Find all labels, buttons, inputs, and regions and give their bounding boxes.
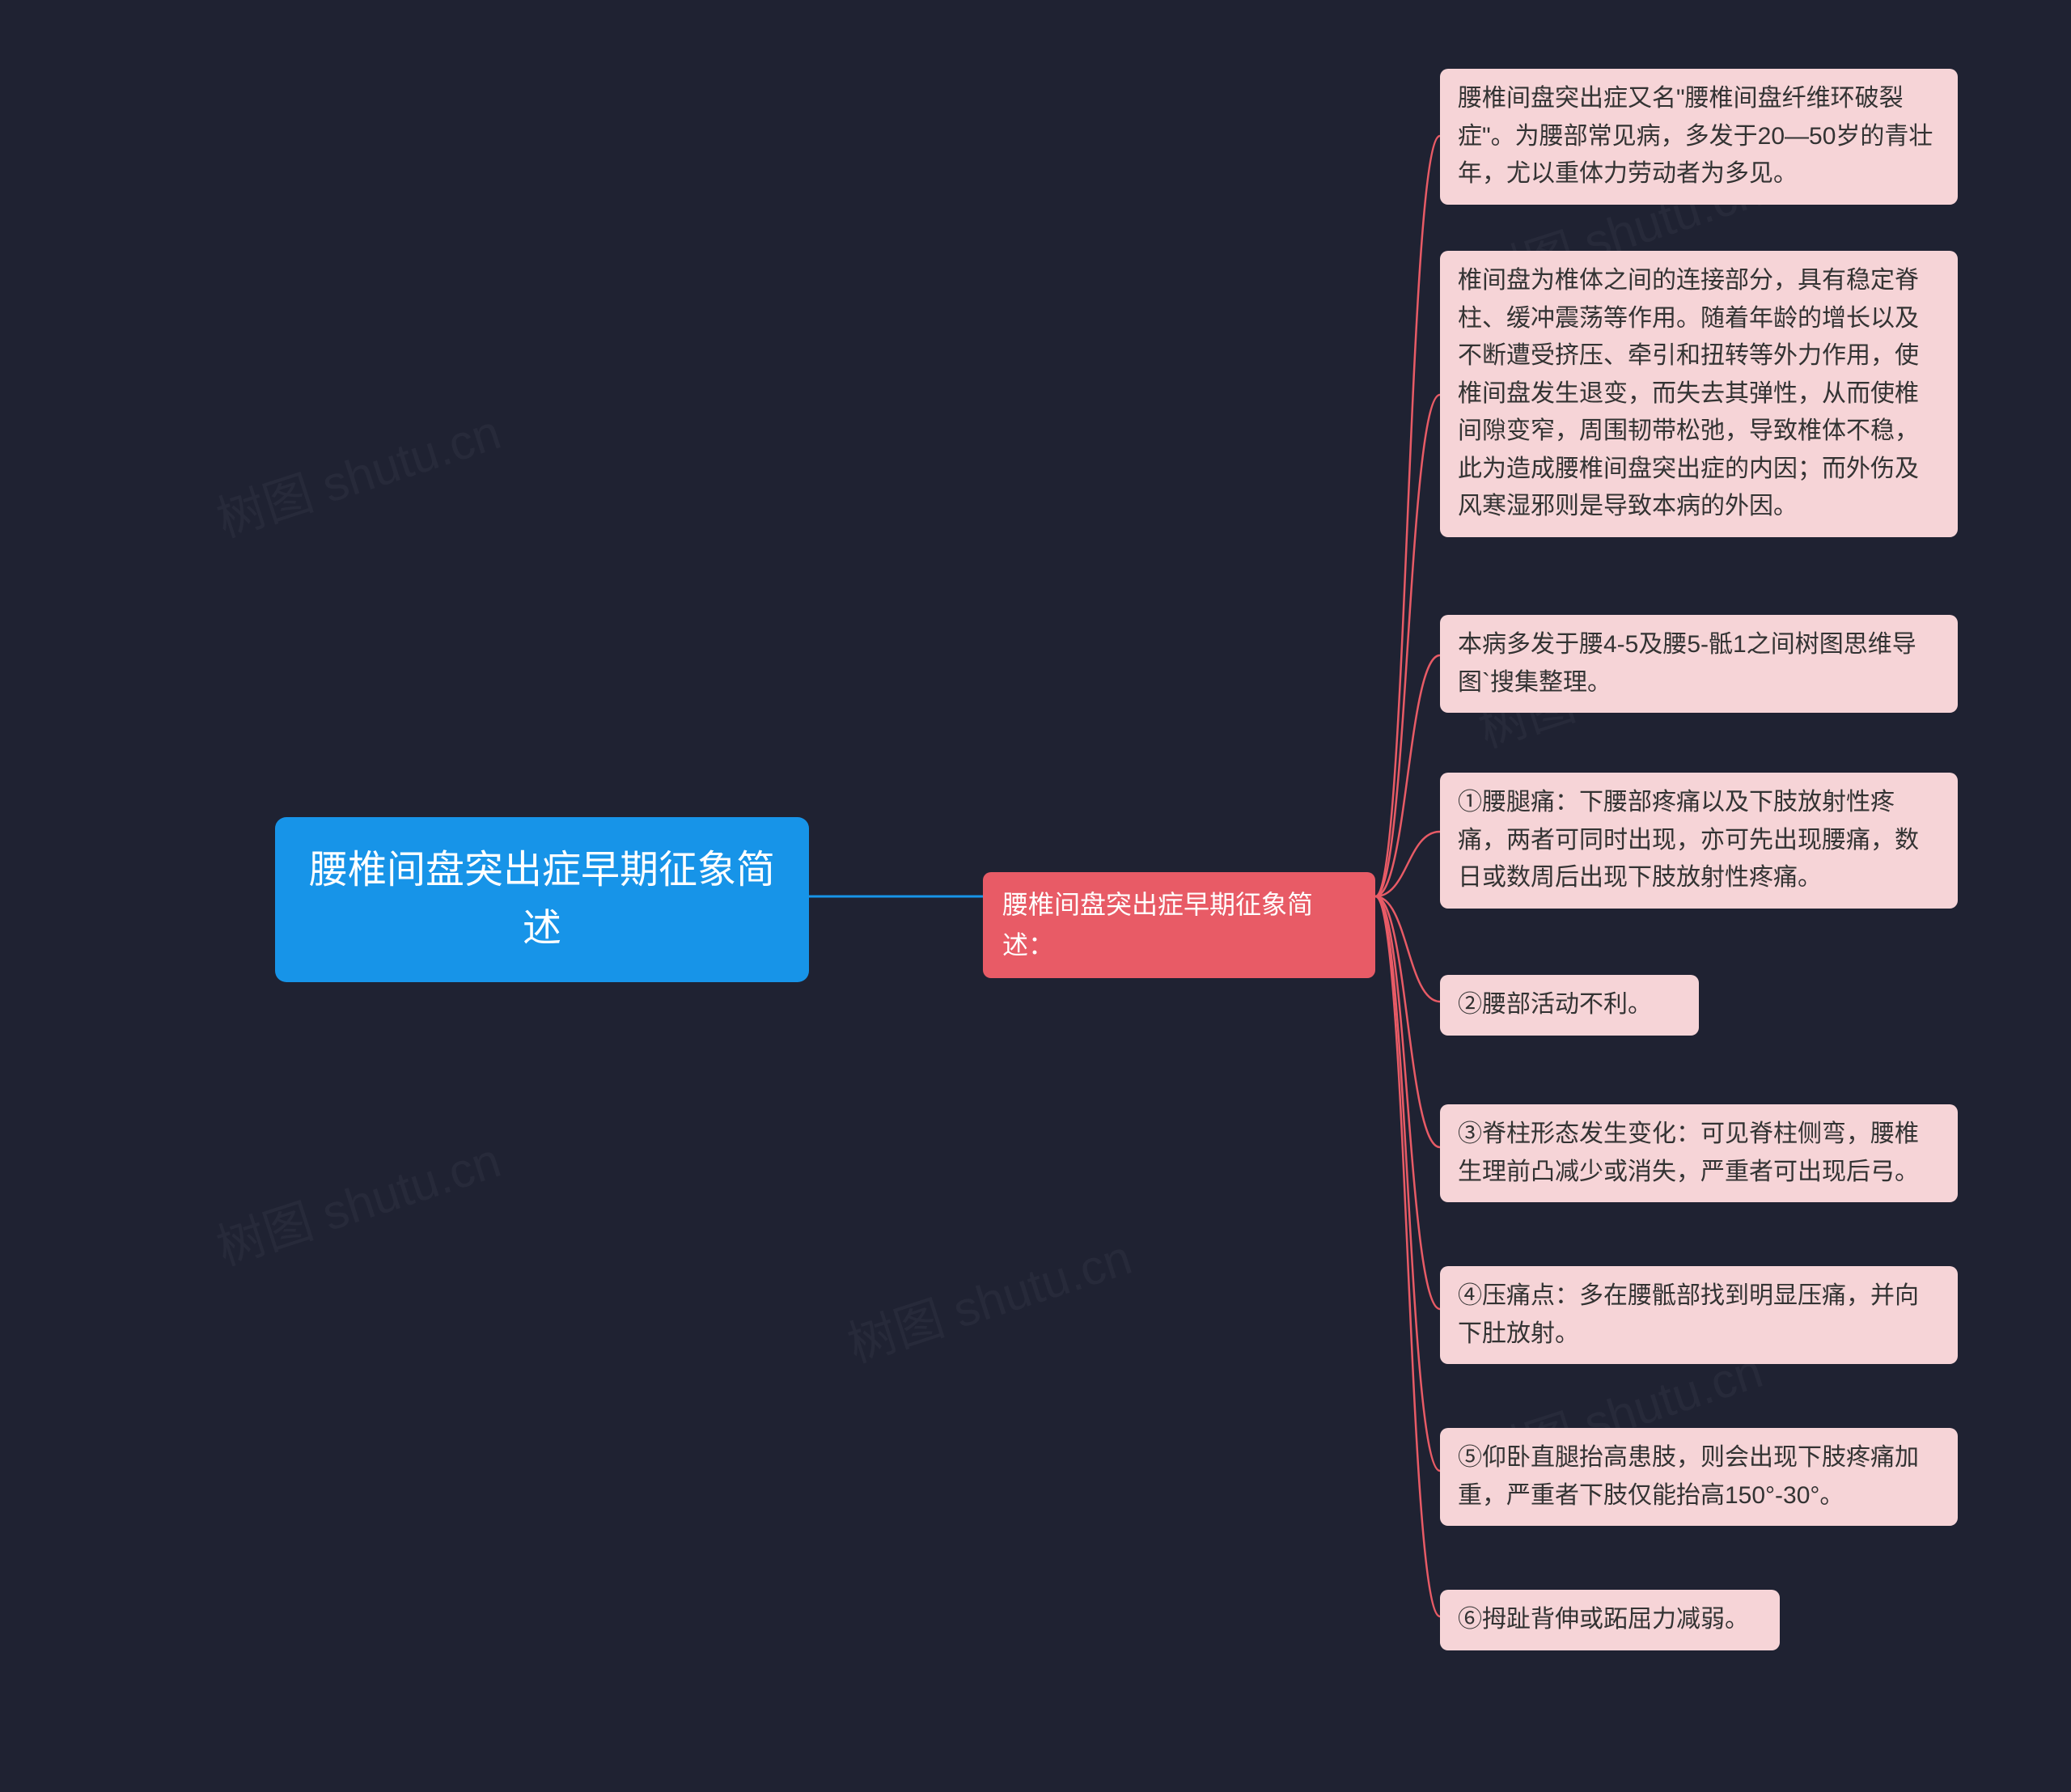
mindmap-level1-node: 腰椎间盘突出症早期征象简述： [983, 872, 1375, 978]
mindmap-leaf-node: 本病多发于腰4-5及腰5-骶1之间树图思维导图`搜集整理。 [1440, 615, 1958, 713]
mindmap-leaf-node: ⑥拇趾背伸或跖屈力减弱。 [1440, 1590, 1780, 1650]
leaf-label: 椎间盘为椎体之间的连接部分，具有稳定脊柱、缓冲震荡等作用。随着年龄的增长以及不断… [1458, 267, 1919, 519]
mindmap-root-node: 腰椎间盘突出症早期征象简述 [275, 817, 809, 982]
mindmap-leaf-node: ①腰腿痛：下腰部疼痛以及下肢放射性疼痛，两者可同时出现，亦可先出现腰痛，数日或数… [1440, 773, 1958, 909]
mindmap-leaf-node: ③脊柱形态发生变化：可见脊柱侧弯，腰椎生理前凸减少或消失，严重者可出现后弓。 [1440, 1104, 1958, 1202]
leaf-label: ⑥拇趾背伸或跖屈力减弱。 [1458, 1606, 1749, 1633]
leaf-label: 本病多发于腰4-5及腰5-骶1之间树图思维导图`搜集整理。 [1458, 631, 1916, 696]
leaf-label: ⑤仰卧直腿抬高患肢，则会出现下肢疼痛加重，严重者下肢仅能抬高150°-30°。 [1458, 1444, 1919, 1509]
watermark: 树图 shutu.cn [837, 1218, 1139, 1376]
mindmap-leaf-node: ⑤仰卧直腿抬高患肢，则会出现下肢疼痛加重，严重者下肢仅能抬高150°-30°。 [1440, 1428, 1958, 1526]
mindmap-leaf-node: ②腰部活动不利。 [1440, 975, 1699, 1036]
watermark: 树图 shutu.cn [206, 393, 508, 551]
root-label: 腰椎间盘突出症早期征象简述 [309, 849, 775, 950]
mindmap-leaf-node: 腰椎间盘突出症又名"腰椎间盘纤维环破裂症"。为腰部常见病，多发于20—50岁的青… [1440, 69, 1958, 205]
leaf-label: ②腰部活动不利。 [1458, 991, 1652, 1018]
mindmap-leaf-node: ④压痛点：多在腰骶部找到明显压痛，并向下肚放射。 [1440, 1266, 1958, 1364]
watermark: 树图 shutu.cn [206, 1121, 508, 1279]
mindmap-leaf-node: 椎间盘为椎体之间的连接部分，具有稳定脊柱、缓冲震荡等作用。随着年龄的增长以及不断… [1440, 251, 1958, 537]
leaf-label: ③脊柱形态发生变化：可见脊柱侧弯，腰椎生理前凸减少或消失，严重者可出现后弓。 [1458, 1121, 1919, 1185]
level1-label: 腰椎间盘突出症早期征象简述： [1002, 890, 1313, 960]
leaf-label: ④压痛点：多在腰骶部找到明显压痛，并向下肚放射。 [1458, 1282, 1919, 1347]
leaf-label: 腰椎间盘突出症又名"腰椎间盘纤维环破裂症"。为腰部常见病，多发于20—50岁的青… [1458, 85, 1933, 187]
leaf-label: ①腰腿痛：下腰部疼痛以及下肢放射性疼痛，两者可同时出现，亦可先出现腰痛，数日或数… [1458, 789, 1919, 891]
